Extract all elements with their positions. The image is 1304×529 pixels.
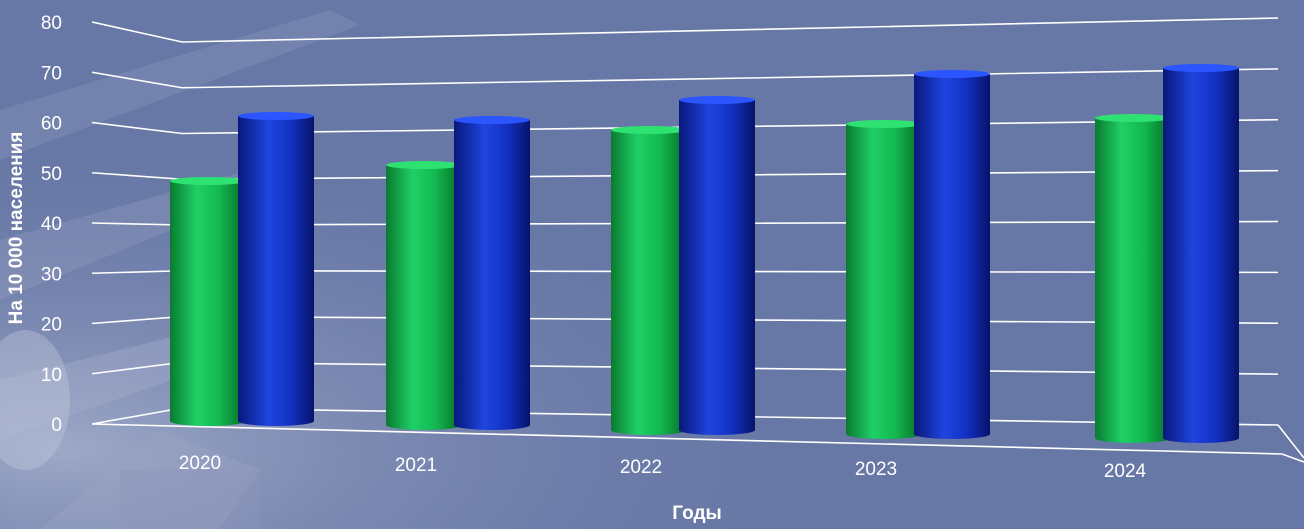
floor-edge: [91, 423, 1304, 463]
y-axis-ticks: 0 10 20 30 40 50 60 70 80: [41, 13, 62, 436]
x-axis-categories: 2020 2021 2022 2023 2024: [179, 453, 1147, 482]
bar-series-2: [679, 96, 755, 435]
x-category-label: 2021: [395, 455, 437, 476]
floor-side-edge: [1277, 424, 1304, 459]
y-tick-label: 50: [41, 164, 62, 185]
y-axis-title: На 10 000 населения: [6, 132, 27, 325]
bar-series-2: [914, 70, 990, 439]
bar-series-2: [238, 112, 314, 426]
gridline: [91, 68, 1279, 89]
x-category-label: 2024: [1104, 461, 1147, 482]
y-tick-label: 0: [51, 415, 62, 436]
bar-series-1: [611, 126, 687, 435]
x-axis-title: Годы: [672, 503, 721, 524]
x-category-label: 2020: [179, 453, 221, 474]
bars: [170, 64, 1239, 443]
x-category-label: 2022: [620, 457, 662, 478]
bar-series-2: [454, 116, 530, 430]
bar-series-1: [1095, 114, 1171, 443]
bar-series-1: [170, 177, 246, 426]
y-tick-label: 20: [41, 315, 62, 336]
bar-series-1: [386, 161, 462, 430]
x-category-label: 2023: [855, 459, 897, 480]
y-tick-label: 60: [41, 114, 62, 135]
y-tick-label: 40: [41, 214, 62, 235]
y-tick-label: 30: [41, 264, 62, 285]
y-tick-label: 70: [41, 63, 62, 84]
y-tick-label: 80: [41, 13, 62, 34]
gridline: [91, 17, 1279, 43]
y-tick-label: 10: [41, 365, 62, 386]
bar-series-2: [1163, 64, 1239, 443]
bar-series-1: [846, 120, 922, 439]
